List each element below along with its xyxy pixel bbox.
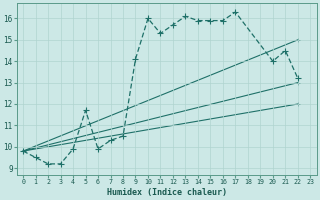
X-axis label: Humidex (Indice chaleur): Humidex (Indice chaleur)	[107, 188, 227, 197]
